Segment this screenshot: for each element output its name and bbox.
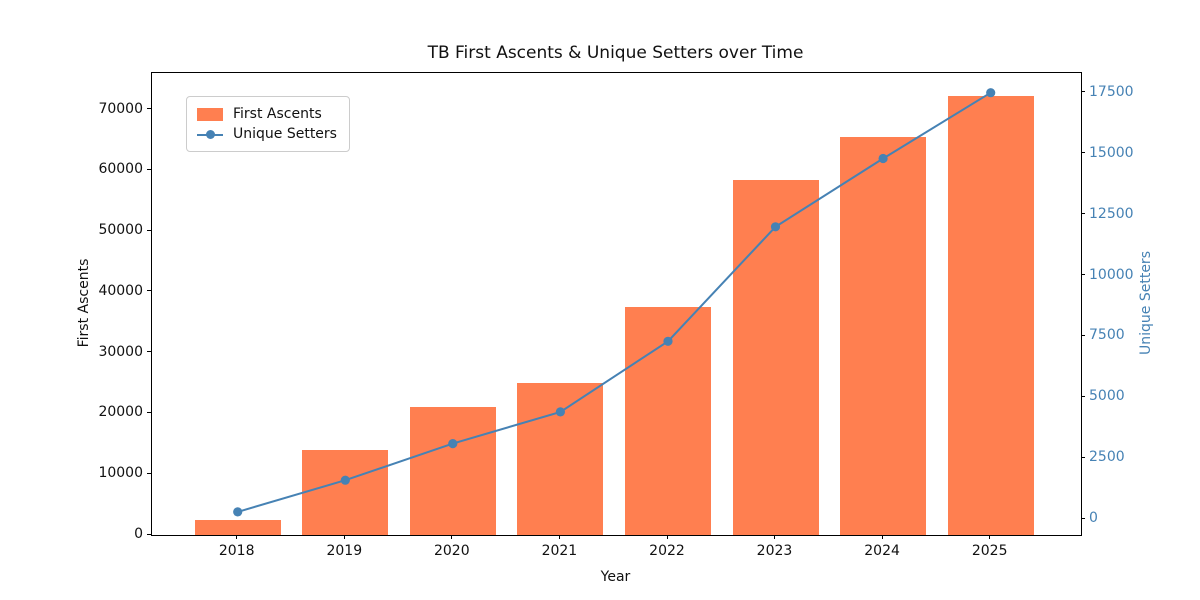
left-tick-label: 50000	[98, 222, 143, 239]
legend: First Ascents Unique Setters	[186, 96, 350, 152]
chart-title: TB First Ascents & Unique Setters over T…	[427, 43, 804, 63]
right-tick-mark	[1081, 395, 1085, 397]
x-tick-label: 2024	[864, 543, 900, 559]
bar-2023	[732, 180, 819, 535]
bar-2024	[840, 136, 927, 535]
line-marker-2024	[878, 153, 888, 164]
left-tick-label: 10000	[98, 465, 143, 482]
right-tick-mark	[1081, 91, 1085, 93]
line-marker-2020	[448, 439, 458, 449]
right-tick-mark	[1081, 517, 1085, 519]
bar-2020	[409, 407, 496, 535]
left-tick-label: 0	[134, 526, 143, 542]
x-axis-label: Year	[600, 569, 631, 585]
legend-entry: Unique Setters	[197, 124, 337, 144]
line-series	[233, 88, 996, 517]
x-tick-mark	[881, 535, 883, 539]
bar-series	[152, 73, 1081, 535]
y-axis-label-right: Unique Setters	[1138, 251, 1154, 355]
x-tick-mark	[989, 535, 991, 539]
right-tick-label: 7500	[1089, 327, 1125, 344]
right-tick-mark	[1081, 213, 1085, 215]
left-tick-mark	[147, 411, 151, 413]
left-tick-mark	[147, 108, 151, 109]
line-marker-2018	[233, 507, 243, 517]
left-tick-label: 60000	[98, 161, 143, 178]
x-tick-mark	[558, 535, 560, 539]
line-marker-2022	[663, 336, 673, 346]
left-tick-label: 30000	[98, 343, 143, 360]
x-tick-label: 2019	[326, 543, 363, 559]
right-tick-mark	[1081, 274, 1085, 275]
right-tick-mark	[1081, 334, 1085, 336]
right-tick-label: 17500	[1089, 83, 1134, 100]
x-tick-label: 2022	[649, 543, 685, 559]
x-tick-mark	[451, 535, 453, 539]
left-tick-mark	[147, 351, 151, 353]
right-tick-label: 12500	[1089, 205, 1134, 222]
plot-area	[151, 72, 1082, 536]
line-marker-2021	[555, 407, 565, 417]
left-tick-label: 70000	[98, 100, 143, 117]
right-tick-label: 10000	[1089, 266, 1134, 283]
left-tick-mark	[147, 290, 151, 292]
left-tick-mark	[147, 168, 151, 170]
legend-bar-swatch-icon	[197, 107, 223, 121]
right-tick-mark	[1081, 152, 1085, 154]
left-tick-label: 40000	[98, 282, 143, 299]
x-tick-label: 2020	[433, 543, 470, 559]
legend-line-marker-icon	[197, 128, 223, 141]
right-tick-label: 0	[1089, 510, 1098, 527]
left-tick-mark	[147, 229, 151, 231]
x-tick-mark	[666, 535, 668, 539]
right-tick-label: 15000	[1089, 144, 1134, 161]
bar-2019	[302, 449, 389, 535]
x-tick-mark	[343, 535, 345, 539]
x-tick-label: 2018	[218, 543, 255, 559]
x-tick-label: 2023	[756, 543, 793, 559]
right-tick-label: 5000	[1089, 388, 1125, 405]
legend-entry: First Ascents	[197, 104, 337, 124]
right-tick-label: 2500	[1089, 449, 1125, 466]
line-marker-2023	[770, 222, 781, 232]
x-tick-mark	[236, 535, 238, 539]
legend-label: First Ascents	[233, 106, 322, 122]
x-tick-label: 2021	[541, 543, 578, 559]
x-tick-label: 2025	[971, 543, 1008, 559]
left-tick-mark	[147, 472, 151, 474]
y-axis-label-left: First Ascents	[76, 258, 92, 348]
left-tick-mark	[147, 533, 151, 535]
line-marker-2019	[340, 475, 350, 485]
legend-label: Unique Setters	[233, 126, 337, 142]
bar-2025	[947, 95, 1034, 535]
left-tick-label: 20000	[98, 404, 143, 421]
bar-2018	[194, 519, 281, 535]
line-marker-2025	[986, 88, 996, 98]
right-tick-mark	[1081, 456, 1085, 458]
x-tick-mark	[774, 535, 775, 539]
line-path	[237, 91, 992, 513]
